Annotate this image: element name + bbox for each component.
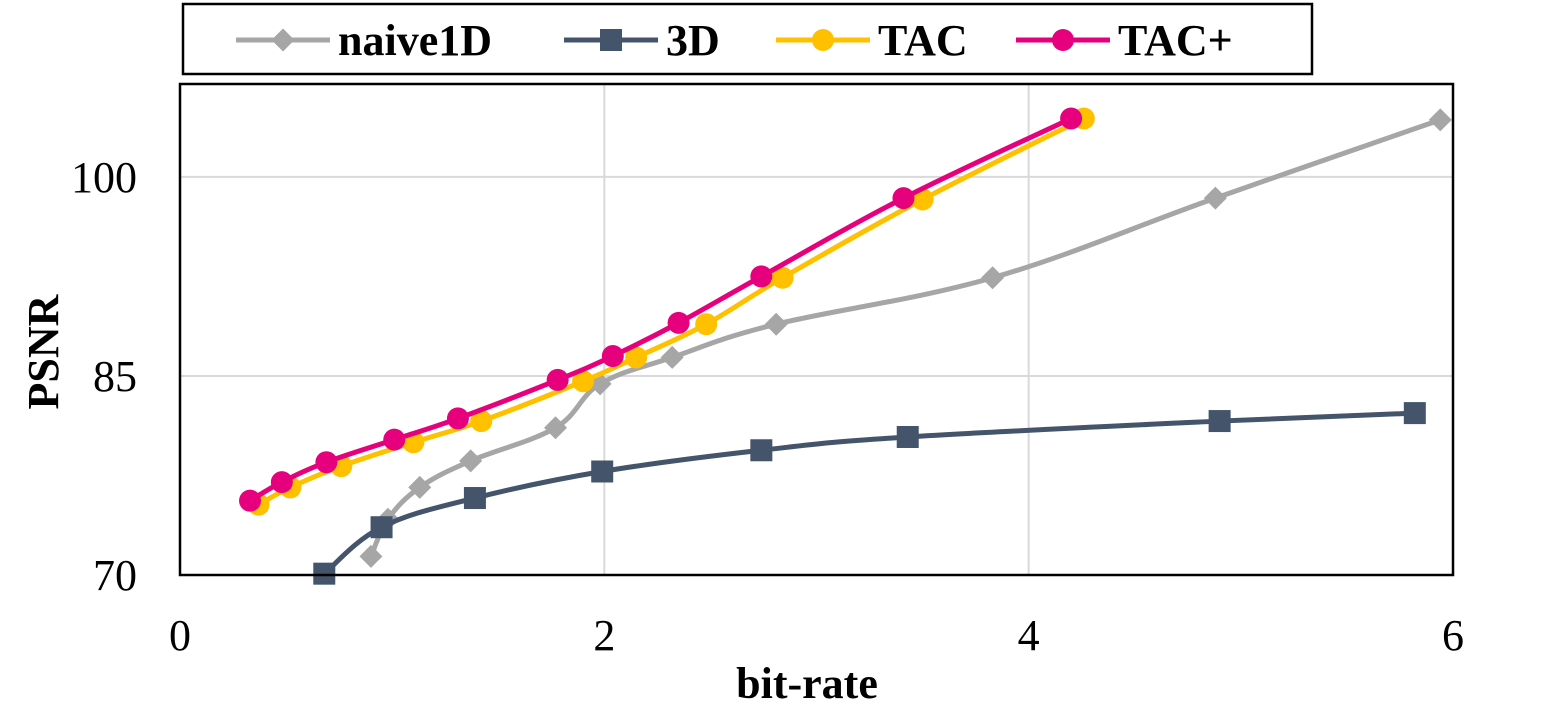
data-point-tac-plus (546, 368, 569, 391)
x-tick-label: 0 (169, 611, 191, 660)
data-point-3d (1208, 410, 1231, 433)
x-tick-label: 4 (1018, 611, 1040, 660)
y-tick-label: 70 (93, 551, 137, 600)
x-tick-label: 6 (1442, 611, 1464, 660)
data-point-tac (572, 370, 595, 393)
legend-marker-naive1d (271, 28, 295, 52)
data-point-3d (370, 516, 393, 539)
data-point-tac-plus (315, 451, 338, 474)
data-point-tac (470, 410, 493, 433)
data-point-naive1d (660, 345, 684, 369)
legend-entry-3d: 3D (564, 16, 720, 65)
series-line-3d (322, 410, 1415, 576)
data-point-tac-plus (270, 471, 293, 494)
data-point-3d (463, 487, 486, 510)
data-point-tac-plus (1060, 107, 1083, 130)
data-point-naive1d (408, 475, 432, 499)
series-tac-plus (239, 107, 1083, 512)
legend-entry-tac-plus: TAC+ (1016, 16, 1233, 65)
data-point-tac-plus (446, 407, 469, 430)
data-point-naive1d (544, 416, 568, 440)
series-layer (239, 107, 1452, 585)
data-point-naive1d (764, 312, 788, 336)
data-point-naive1d (359, 544, 383, 568)
data-point-tac-plus (892, 187, 915, 210)
legend-entry-naive1d: naive1D (236, 16, 492, 65)
legend-marker-tac (812, 29, 834, 51)
series-3d (313, 402, 1426, 585)
legend: naive1D 3D TAC TAC+ (181, 2, 1314, 76)
data-point-naive1d (459, 449, 483, 473)
legend-label-naive1d: naive1D (338, 16, 492, 65)
y-axis-title: PSNR (19, 293, 68, 409)
series-line-tac-plus (248, 116, 1073, 503)
x-tick-label: 2 (593, 611, 615, 660)
legend-box (181, 2, 1314, 76)
data-point-3d (1403, 402, 1426, 425)
axis-ticks: 0 2 4 6 70 85 100 (71, 153, 1464, 660)
data-point-tac-plus (667, 311, 690, 334)
legend-label-3d: 3D (666, 16, 720, 65)
data-point-naive1d (1428, 108, 1452, 132)
data-point-tac-plus (239, 489, 262, 512)
series-line-naive1d (368, 117, 1442, 558)
data-point-3d (750, 439, 773, 462)
plot-frame (178, 82, 1455, 577)
legend-label-tac-plus: TAC+ (1118, 16, 1233, 65)
data-point-tac-plus (383, 428, 406, 451)
data-point-tac (625, 346, 648, 369)
y-tick-label: 85 (93, 352, 137, 401)
data-point-3d (591, 460, 614, 483)
x-axis-title: bit-rate (736, 659, 878, 708)
data-point-tac-plus (601, 345, 624, 368)
legend-marker-3d (600, 29, 622, 51)
data-point-tac-plus (750, 265, 773, 288)
data-point-tac (695, 313, 718, 336)
data-point-3d (313, 562, 336, 585)
legend-entry-tac: TAC (776, 16, 968, 65)
data-point-3d (896, 425, 919, 448)
data-point-naive1d (1203, 186, 1227, 210)
legend-marker-tac-plus (1052, 29, 1074, 51)
legend-label-tac: TAC (878, 16, 968, 65)
y-tick-label: 100 (71, 153, 137, 202)
grid (180, 84, 1453, 575)
data-point-tac (771, 266, 794, 289)
data-point-naive1d (981, 266, 1005, 290)
